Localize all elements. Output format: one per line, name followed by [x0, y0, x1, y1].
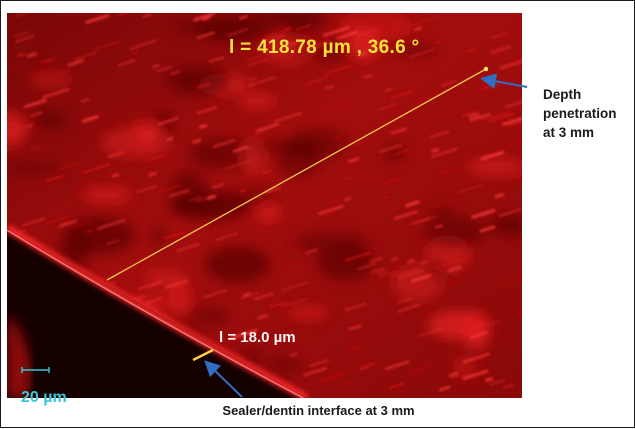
arrow-left-icon — [484, 79, 527, 87]
depth-annotation-line: penetration — [543, 104, 633, 123]
arrow-up-left-icon — [207, 363, 242, 397]
depth-annotation-line: at 3 mm — [543, 123, 633, 142]
depth-annotation-line: Depth — [543, 85, 633, 104]
sealer-interface-annotation: Sealer/dentin interface at 3 mm — [1, 403, 635, 418]
depth-penetration-annotation: Depth penetration at 3 mm — [543, 85, 633, 142]
